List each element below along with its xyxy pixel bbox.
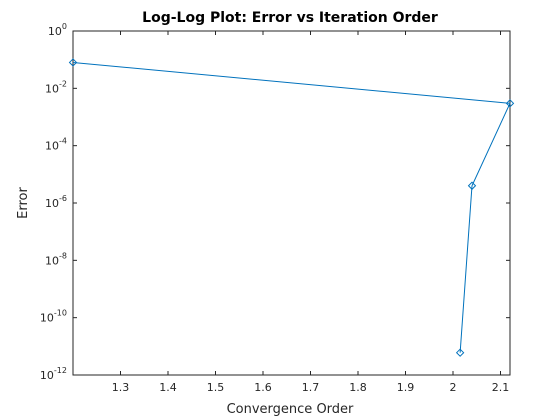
chart-title: Log-Log Plot: Error vs Iteration Order — [142, 10, 438, 26]
y-tick-exponent: -10 — [54, 309, 67, 318]
x-tick-label: 1.8 — [349, 381, 367, 394]
y-tick-label: 100 — [48, 22, 67, 38]
y-tick-exponent: 0 — [62, 22, 67, 31]
x-tick-label: 1.7 — [302, 381, 320, 394]
y-axis-label: Error — [16, 187, 31, 219]
y-tick-label: 10-6 — [45, 194, 67, 210]
y-tick-exponent: -12 — [54, 366, 67, 375]
y-tick-label: 10-2 — [45, 79, 67, 95]
data-point-marker — [68, 58, 78, 67]
x-tick-label: 1.5 — [207, 381, 225, 394]
y-tick-base: 10 — [45, 140, 59, 153]
y-tick-base: 10 — [45, 254, 59, 267]
series-line — [72, 61, 511, 353]
x-tick-label: 2.1 — [492, 381, 510, 394]
x-tick-label: 1.6 — [254, 381, 272, 394]
data-point-marker — [455, 348, 465, 357]
y-tick-label: 10-10 — [40, 309, 67, 325]
y-tick-exponent: -2 — [59, 79, 67, 88]
x-axis-ticks: 1.3 1.4 1.5 1.6 1.7 1.8 1.9 2 2.1 — [112, 31, 510, 394]
y-tick-base: 10 — [40, 312, 54, 325]
y-tick-exponent: -8 — [59, 251, 67, 260]
y-tick-base: 10 — [45, 197, 59, 210]
x-tick-label: 1.4 — [159, 381, 177, 394]
x-axis-label: Convergence Order — [227, 402, 354, 417]
y-tick-base: 10 — [45, 82, 59, 95]
y-tick-exponent: -6 — [59, 194, 67, 203]
x-tick-label: 1.9 — [397, 381, 415, 394]
y-tick-base: 10 — [40, 369, 54, 382]
y-tick-label: 10-4 — [45, 137, 67, 153]
y-tick-label: 10-12 — [40, 366, 67, 382]
y-tick-base: 10 — [48, 25, 62, 38]
y-tick-exponent: -4 — [59, 137, 67, 146]
data-point-marker — [467, 181, 477, 190]
data-point-marker — [505, 99, 515, 108]
plot-area — [72, 30, 511, 376]
series-layer — [68, 58, 515, 357]
x-tick-label: 2 — [450, 381, 457, 394]
y-tick-label: 10-8 — [45, 251, 67, 267]
x-tick-label: 1.3 — [112, 381, 130, 394]
